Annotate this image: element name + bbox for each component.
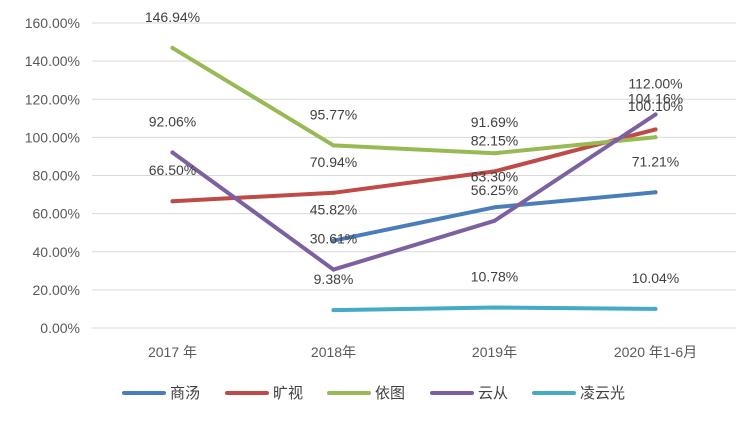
legend-label: 凌云光	[580, 385, 625, 402]
gridlines	[92, 22, 736, 329]
data-point	[653, 112, 658, 117]
data-label: 10.78%	[471, 268, 518, 284]
data-label: 146.94%	[145, 9, 200, 25]
legend-item: 云从	[430, 385, 508, 402]
data-point	[170, 45, 175, 50]
y-tick-label: 140.00%	[25, 53, 80, 69]
data-point	[653, 127, 658, 132]
x-tick-label: 2017 年	[148, 344, 197, 360]
legend-label: 云从	[478, 385, 508, 402]
series-lines	[170, 45, 658, 313]
data-point	[492, 151, 497, 156]
y-axis-ticks: 0.00% 20.00% 40.00% 60.00% 80.00% 100.00% 120.…	[25, 15, 80, 336]
data-point	[331, 267, 336, 272]
y-tick-label: 100.00%	[25, 129, 80, 145]
data-label: 100.10%	[628, 98, 683, 114]
data-point	[170, 199, 175, 204]
series-line	[170, 127, 658, 204]
legend-label: 商汤	[170, 385, 200, 402]
data-point	[653, 135, 658, 140]
legend-label: 依图	[375, 385, 405, 402]
y-tick-label: 120.00%	[25, 91, 80, 107]
y-tick-label: 40.00%	[33, 244, 80, 260]
data-label: 56.25%	[471, 182, 518, 198]
legend: 商汤 旷视 依图 云从 凌云光	[122, 385, 625, 402]
data-point	[331, 238, 336, 243]
y-tick-label: 60.00%	[33, 206, 80, 222]
data-point	[653, 190, 658, 195]
data-point	[492, 205, 497, 210]
data-point	[492, 169, 497, 174]
data-point	[170, 150, 175, 155]
data-label: 30.61%	[310, 231, 357, 247]
x-tick-label: 2018年	[311, 344, 356, 360]
data-label: 10.04%	[632, 270, 679, 286]
y-tick-label: 80.00%	[33, 168, 80, 184]
data-label: 63.30%	[471, 168, 518, 184]
y-tick-label: 160.00%	[25, 15, 80, 31]
legend-item: 商汤	[122, 385, 200, 402]
legend-item: 凌云光	[532, 385, 625, 402]
data-labels: 45.82% 63.30% 71.21% 66.50% 70.94% 82.15% 104.…	[145, 9, 683, 287]
series-line	[331, 190, 658, 243]
data-label: 92.06%	[149, 114, 196, 130]
data-label: 112.00%	[628, 76, 682, 92]
data-point	[331, 308, 336, 313]
data-label: 66.50%	[149, 162, 196, 178]
x-tick-label: 2020 年1-6月	[614, 344, 697, 360]
data-point	[331, 190, 336, 195]
data-label: 95.77%	[310, 106, 357, 122]
data-label: 9.38%	[314, 271, 354, 287]
legend-label: 旷视	[273, 385, 303, 402]
series-line	[170, 112, 658, 272]
data-label: 104.16%	[628, 90, 683, 106]
data-label: 70.94%	[310, 154, 357, 170]
legend-item: 旷视	[225, 385, 303, 402]
legend-item: 依图	[327, 385, 405, 402]
data-label: 71.21%	[632, 153, 679, 169]
data-label: 91.69%	[471, 114, 518, 130]
data-label: 45.82%	[310, 202, 357, 218]
data-label: 82.15%	[471, 132, 518, 148]
data-point	[492, 218, 497, 223]
x-axis-ticks: 2017 年 2018年 2019年 2020 年1-6月	[148, 344, 697, 360]
x-tick-label: 2019年	[472, 344, 517, 360]
data-point	[653, 306, 658, 311]
series-line	[170, 45, 658, 156]
y-tick-label: 0.00%	[40, 320, 80, 336]
data-point	[492, 305, 497, 310]
y-tick-label: 20.00%	[33, 282, 80, 298]
data-point	[331, 143, 336, 148]
